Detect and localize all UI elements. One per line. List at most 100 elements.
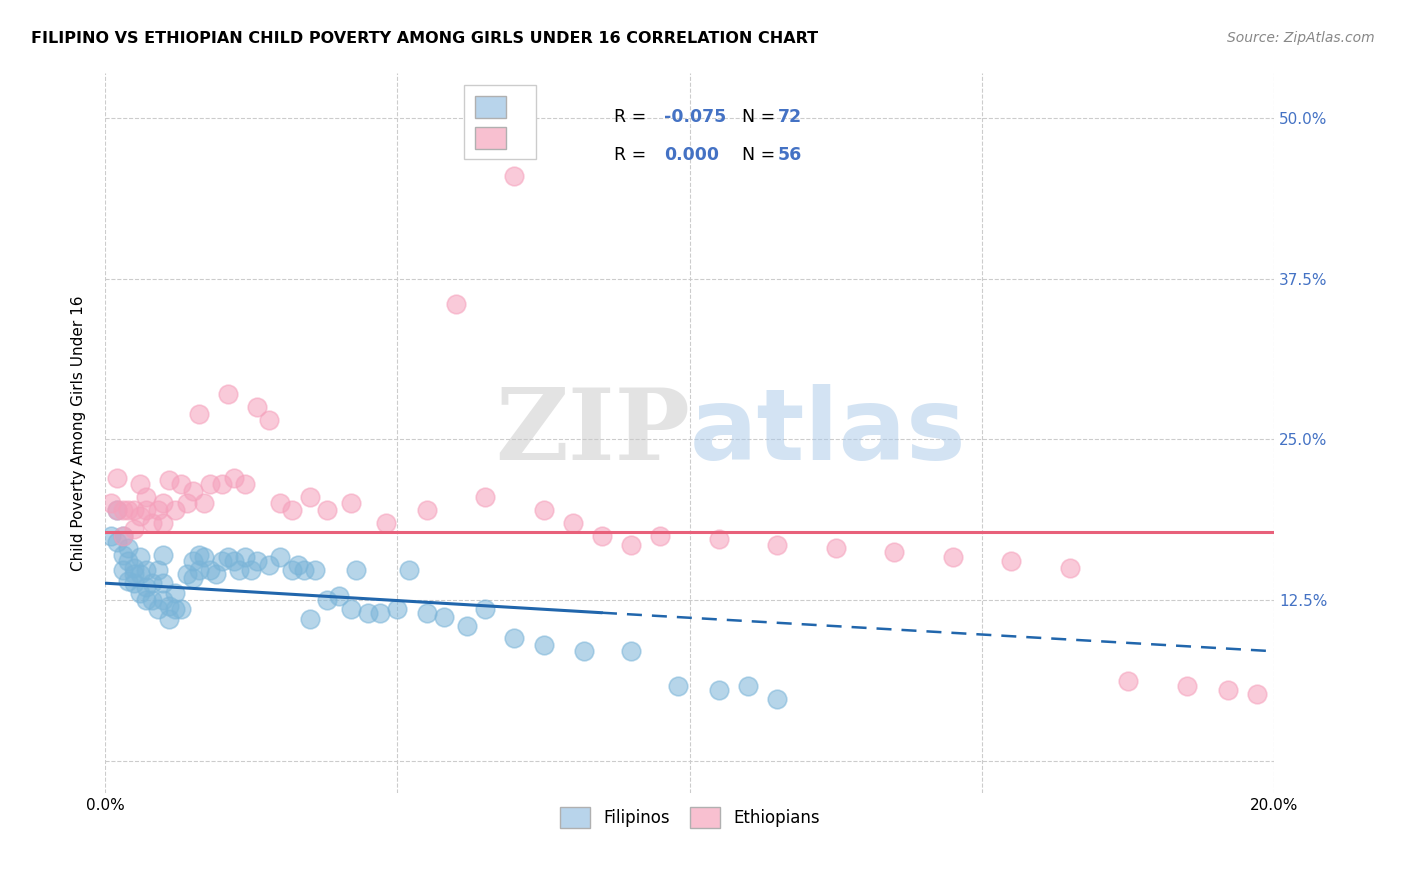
Point xyxy=(105,503,128,517)
Point xyxy=(620,538,643,552)
Point xyxy=(165,503,187,517)
Point xyxy=(117,503,139,517)
Point xyxy=(415,606,437,620)
Point xyxy=(111,528,134,542)
Point xyxy=(474,602,496,616)
Point xyxy=(200,477,222,491)
Point xyxy=(1175,679,1198,693)
Point xyxy=(240,563,263,577)
Point xyxy=(152,496,174,510)
Point xyxy=(170,602,193,616)
Point xyxy=(181,571,204,585)
Point xyxy=(339,602,361,616)
Point xyxy=(111,563,134,577)
Point xyxy=(503,632,526,646)
Point xyxy=(298,490,321,504)
Point xyxy=(287,558,309,573)
Point xyxy=(415,503,437,517)
Point xyxy=(176,496,198,510)
Point xyxy=(165,602,187,616)
Point xyxy=(122,576,145,591)
Point xyxy=(170,477,193,491)
Point xyxy=(298,612,321,626)
Point xyxy=(187,548,209,562)
Point xyxy=(222,554,245,568)
Point xyxy=(135,563,157,577)
Point xyxy=(942,550,965,565)
Point xyxy=(193,550,215,565)
Point xyxy=(457,618,479,632)
Point xyxy=(328,589,350,603)
Point xyxy=(281,563,304,577)
Point xyxy=(246,400,269,414)
Text: -0.075: -0.075 xyxy=(664,108,727,126)
Point xyxy=(533,503,555,517)
Point xyxy=(157,612,180,626)
Point xyxy=(374,516,396,530)
Point xyxy=(141,593,163,607)
Point xyxy=(181,483,204,498)
Point xyxy=(316,503,339,517)
Point xyxy=(222,471,245,485)
Point xyxy=(117,554,139,568)
Point xyxy=(111,548,134,562)
Point xyxy=(187,407,209,421)
Point xyxy=(122,567,145,582)
Point xyxy=(246,554,269,568)
Point xyxy=(193,496,215,510)
Point xyxy=(433,609,456,624)
Point xyxy=(666,679,689,693)
Point xyxy=(146,563,169,577)
Point xyxy=(304,563,326,577)
Point xyxy=(117,541,139,556)
Point xyxy=(157,599,180,614)
Text: 72: 72 xyxy=(778,108,801,126)
Point xyxy=(152,576,174,591)
Point xyxy=(135,593,157,607)
Text: R =: R = xyxy=(613,108,651,126)
Point xyxy=(111,528,134,542)
Point xyxy=(737,679,759,693)
Point xyxy=(152,548,174,562)
Point xyxy=(707,533,730,547)
Point xyxy=(146,602,169,616)
Point xyxy=(228,563,250,577)
Point xyxy=(233,550,256,565)
Point xyxy=(217,387,239,401)
Point xyxy=(122,522,145,536)
Point xyxy=(591,528,613,542)
Point xyxy=(105,471,128,485)
Point xyxy=(105,535,128,549)
Point xyxy=(100,496,122,510)
Point xyxy=(1246,687,1268,701)
Point xyxy=(211,477,233,491)
Point xyxy=(474,490,496,504)
Point xyxy=(181,554,204,568)
Point xyxy=(281,503,304,517)
Point xyxy=(122,503,145,517)
Point xyxy=(141,516,163,530)
Point xyxy=(883,545,905,559)
Point xyxy=(257,558,280,573)
Point xyxy=(561,516,583,530)
Point xyxy=(157,474,180,488)
Text: atlas: atlas xyxy=(690,384,966,482)
Point xyxy=(117,574,139,588)
Point xyxy=(387,602,409,616)
Point xyxy=(135,503,157,517)
Point xyxy=(152,516,174,530)
Point xyxy=(824,541,846,556)
Point xyxy=(135,580,157,594)
Point xyxy=(398,563,420,577)
Text: R =: R = xyxy=(613,146,651,164)
Point xyxy=(122,560,145,574)
Point xyxy=(129,509,152,524)
Y-axis label: Child Poverty Among Girls Under 16: Child Poverty Among Girls Under 16 xyxy=(72,295,86,571)
Point xyxy=(357,606,380,620)
Point xyxy=(205,567,228,582)
Point xyxy=(1116,673,1139,688)
Text: N =: N = xyxy=(731,146,780,164)
Point xyxy=(111,503,134,517)
Text: FILIPINO VS ETHIOPIAN CHILD POVERTY AMONG GIRLS UNDER 16 CORRELATION CHART: FILIPINO VS ETHIOPIAN CHILD POVERTY AMON… xyxy=(31,31,818,46)
Point xyxy=(100,528,122,542)
